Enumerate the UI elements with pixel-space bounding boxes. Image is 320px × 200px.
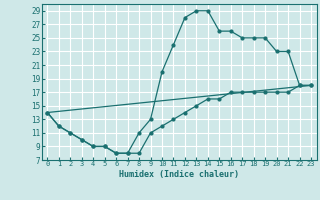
X-axis label: Humidex (Indice chaleur): Humidex (Indice chaleur): [119, 170, 239, 179]
